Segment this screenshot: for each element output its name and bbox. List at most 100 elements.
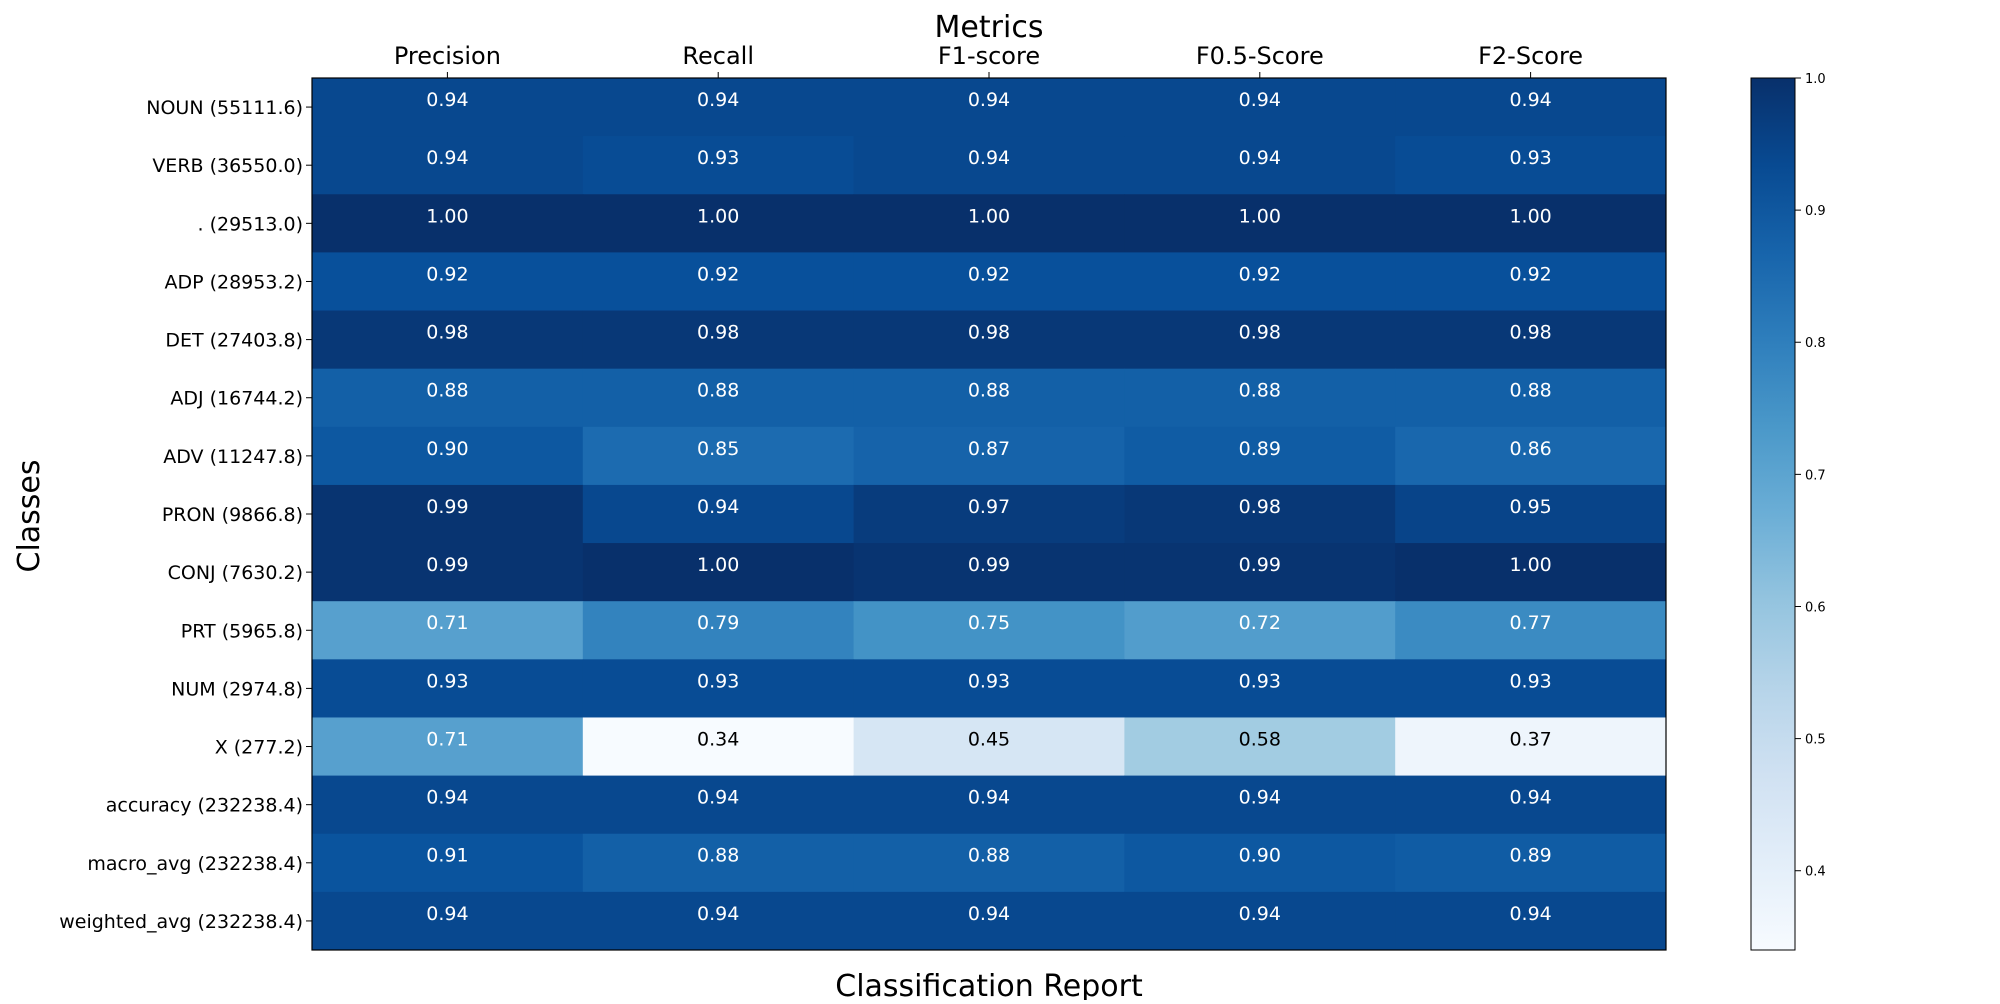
cell-value-label: 0.98 [426,322,468,344]
heatmap-cell [1124,194,1396,253]
row-tick-label: macro_avg (232238.4) [87,853,303,875]
heatmap-cell [1124,368,1396,428]
heatmap-cell [1124,484,1396,544]
heatmap-cell [1124,775,1396,835]
colorbar-ticks: 0.4 0.5 0.6 0.7 0.8 0.9 1.0 [1795,72,1826,880]
cell-value-label: 0.92 [426,263,468,285]
cell-value-label: 0.89 [1239,438,1281,460]
colorbar-tick-label: 1.0 [1805,72,1826,87]
heatmap-cell [582,368,855,428]
row-tick-label: NUM (2974.8) [171,678,303,700]
heatmap-cell [1124,426,1396,486]
row-tick-label: weighted_avg (232238.4) [59,911,303,933]
cell-value-label: 0.94 [697,496,739,518]
cell-value-label: 0.45 [968,728,1010,750]
cell-value-label: 0.86 [1509,438,1551,460]
cell-value-label: 0.34 [697,728,739,750]
colorbar-tick-label: 0.5 [1805,733,1826,748]
heatmap-cell [582,194,855,253]
cell-value-label: 0.89 [1509,845,1551,867]
heatmap-cell [312,426,584,486]
cell-value-label: 0.94 [968,89,1010,111]
heatmap-cell [1395,659,1667,718]
cell-value-label: 0.75 [968,612,1010,634]
cell-value-label: 0.58 [1239,728,1281,750]
cell-value-label: 0.95 [1509,496,1551,518]
heatmap-cell [582,891,855,951]
cell-value-label: 1.00 [426,205,468,227]
heatmap-cell-labels: 0.94 0.94 0.94 0.94 0.94 0.94 0.93 0.94 0.94 0.93… [426,89,1552,925]
cell-value-label: 0.88 [968,845,1010,867]
row-tick-label: VERB (36550.0) [152,155,303,177]
cell-value-label: 0.94 [426,147,468,169]
heatmap-cells [312,78,1667,951]
heatmap-cell [312,252,584,312]
heatmap-cell [853,775,1125,835]
cell-value-label: 0.88 [697,845,739,867]
heatmap-cell [1124,717,1396,777]
cell-value-label: 0.79 [697,612,739,634]
row-tick-label: ADV (11247.8) [163,446,303,468]
cell-value-label: 0.98 [968,322,1010,344]
heatmap-cell [312,310,584,370]
heatmap-cell [1395,775,1667,835]
cell-value-label: 0.90 [426,438,468,460]
cell-value-label: 0.92 [1239,263,1281,285]
heatmap-cell [853,891,1125,951]
colorbar-tick-label: 0.8 [1805,336,1826,351]
cell-value-label: 1.00 [697,554,739,576]
cell-value-label: 0.98 [697,322,739,344]
heatmap-cell [853,484,1125,544]
heatmap-cell [1124,136,1396,195]
heatmap-cell [1395,717,1667,777]
row-tick-label: DET (27403.8) [165,330,303,352]
heatmap-cell [853,78,1125,137]
heatmap-cell [312,601,584,660]
column-tick-label: F1-score [938,42,1040,70]
heatmap-cell [312,717,584,777]
heatmap-cell [853,659,1125,718]
heatmap-cell [1124,659,1396,718]
heatmap-cell [1124,252,1396,312]
cell-value-label: 0.91 [426,845,468,867]
cell-value-label: 0.93 [1509,147,1551,169]
heatmap-cell [582,136,855,195]
heatmap-cell [1124,833,1396,893]
cell-value-label: 0.92 [697,263,739,285]
heatmap-cell [853,833,1125,893]
cell-value-label: 0.88 [1239,380,1281,402]
colorbar-tick-label: 0.4 [1805,865,1826,880]
heatmap-cell [312,78,584,137]
heatmap-cell [582,426,855,486]
cell-value-label: 0.94 [1509,903,1551,925]
heatmap-cell [582,310,855,370]
heatmap-cell [853,252,1125,312]
heatmap-cell [312,368,584,428]
cell-value-label: 0.37 [1509,728,1551,750]
cell-value-label: 0.92 [968,263,1010,285]
cell-value-label: 0.92 [1509,263,1551,285]
cell-value-label: 0.94 [697,787,739,809]
cell-value-label: 0.98 [1239,322,1281,344]
cell-value-label: 0.93 [1509,670,1551,692]
heatmap-cell [582,484,855,544]
heatmap-cell [582,833,855,893]
row-tick-label: NOUN (55111.6) [146,97,303,119]
heatmap-cell [853,601,1125,660]
y-axis-label: Classes [12,459,47,572]
cell-value-label: 0.94 [426,903,468,925]
cell-value-label: 0.93 [697,670,739,692]
heatmap-cell [312,543,584,602]
heatmap-cell [1124,543,1396,602]
heatmap-cell [582,775,855,835]
cell-value-label: 0.93 [426,670,468,692]
cell-value-label: 0.93 [1239,670,1281,692]
heatmap-cell [1395,891,1667,951]
cell-value-label: 0.99 [968,554,1010,576]
heatmap-cell [312,484,584,544]
heatmap-cell [312,659,584,718]
heatmap-cell [582,252,855,312]
heatmap-cell [1395,194,1667,253]
